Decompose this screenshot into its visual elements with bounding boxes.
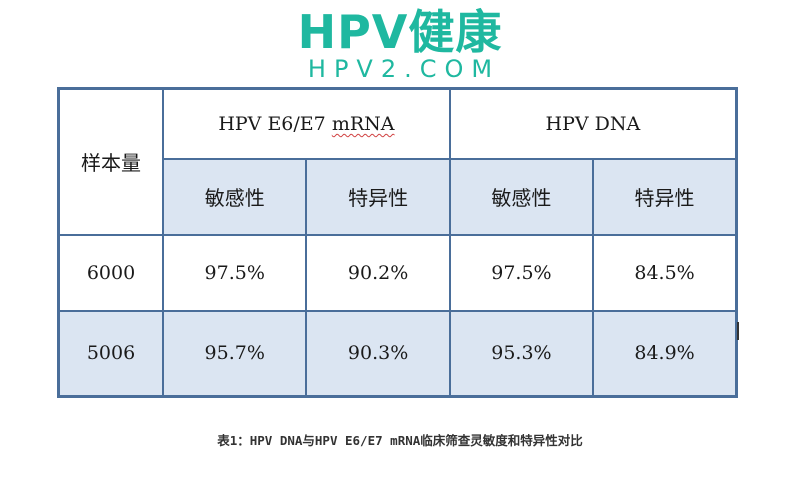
brand-logo: HPV健康 HPV2.COM bbox=[0, 6, 800, 82]
cell-dna-sensitivity: 97.5% bbox=[450, 235, 593, 311]
group-header-dna: HPV DNA bbox=[450, 89, 737, 159]
table-caption: 表1：HPV DNA与HPV E6/E7 mRNA临床筛查灵敏度和特异性对比 bbox=[0, 430, 800, 449]
comparison-table: 样本量 HPV E6/E7 mRNA HPV DNA 敏感性 特异性 敏感性 特… bbox=[57, 87, 738, 398]
text-cursor-mark bbox=[737, 322, 739, 340]
row-sample-size: 5006 bbox=[59, 311, 164, 397]
cell-mrna-sensitivity: 97.5% bbox=[163, 235, 306, 311]
cell-dna-sensitivity: 95.3% bbox=[450, 311, 593, 397]
subheader-sensitivity-dna: 敏感性 bbox=[450, 159, 593, 235]
subheader-specificity-dna: 特异性 bbox=[593, 159, 736, 235]
row-sample-size: 6000 bbox=[59, 235, 164, 311]
sample-size-header: 样本量 bbox=[59, 89, 164, 235]
cell-dna-specificity: 84.9% bbox=[593, 311, 736, 397]
cell-dna-specificity: 84.5% bbox=[593, 235, 736, 311]
subheader-sensitivity-mrna: 敏感性 bbox=[163, 159, 306, 235]
brand-name: HPV健康 bbox=[0, 6, 800, 58]
group-header-mrna: HPV E6/E7 mRNA bbox=[163, 89, 450, 159]
table-row: 5006 95.7% 90.3% 95.3% 84.9% bbox=[59, 311, 737, 397]
cell-mrna-sensitivity: 95.7% bbox=[163, 311, 306, 397]
table-header-row: 样本量 HPV E6/E7 mRNA HPV DNA bbox=[59, 89, 737, 159]
cell-mrna-specificity: 90.2% bbox=[306, 235, 449, 311]
subheader-specificity-mrna: 特异性 bbox=[306, 159, 449, 235]
table-row: 6000 97.5% 90.2% 97.5% 84.5% bbox=[59, 235, 737, 311]
cell-mrna-specificity: 90.3% bbox=[306, 311, 449, 397]
group-header-mrna-label: HPV E6/E7 mRNA bbox=[218, 113, 394, 135]
brand-domain: HPV2.COM bbox=[0, 56, 800, 82]
